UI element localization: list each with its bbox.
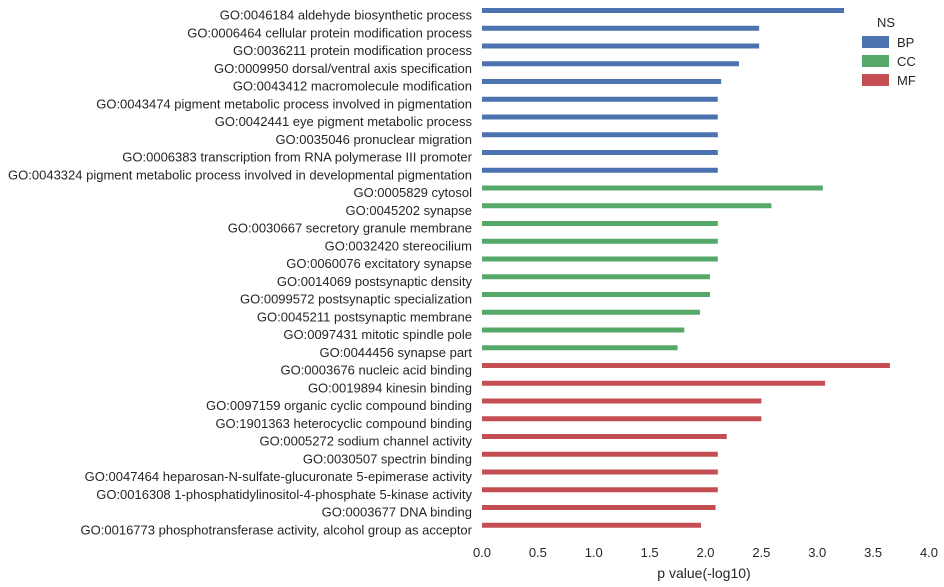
x-tick-label: 4.0 [920, 545, 938, 560]
legend-label-cc: CC [897, 54, 916, 69]
category-label: GO:0047464 heparosan-N-sulfate-glucurona… [85, 469, 473, 484]
category-label: GO:0014069 postsynaptic density [277, 274, 473, 289]
category-label: GO:0097431 mitotic spindle pole [283, 327, 472, 342]
category-label: GO:0003677 DNA binding [322, 505, 472, 520]
bar-mf [482, 398, 762, 404]
bar-mf [482, 505, 716, 510]
bar-cc [482, 185, 823, 191]
category-label: GO:0005829 cytosol [353, 185, 472, 200]
category-label: GO:0044456 synapse part [320, 345, 473, 360]
bar-cc [482, 238, 718, 244]
bar-cc [482, 309, 700, 315]
legend-label-bp: BP [897, 35, 914, 50]
bar-mf [482, 434, 727, 439]
category-label: GO:0005272 sodium channel activity [260, 434, 473, 449]
bar-mf [482, 451, 718, 457]
bar-mf [482, 416, 762, 422]
bar-bp [482, 8, 845, 13]
bar-mf [482, 522, 702, 528]
bar-bp [482, 43, 760, 49]
bar-cc [482, 327, 685, 333]
x-tick-label: 1.5 [641, 545, 659, 560]
category-labels-group: GO:0046184 aldehyde biosynthetic process… [8, 8, 473, 538]
x-tick-labels-group: 0.0 0.5 1.0 1.5 2.0 2.5 3.0 3.5 4.0 [473, 545, 938, 560]
legend-swatch-mf [862, 74, 889, 86]
legend: NS BP CC MF [862, 15, 916, 88]
category-label: GO:1901363 heterocyclic compound binding [215, 416, 472, 431]
category-label: GO:0042441 eye pigment metabolic process [215, 114, 473, 129]
category-label: GO:0097159 organic cyclic compound bindi… [206, 398, 472, 413]
x-tick-label: 0.0 [473, 545, 491, 560]
category-label: GO:0043474 pigment metabolic process inv… [96, 96, 472, 111]
bars-group [482, 8, 890, 528]
category-label: GO:0035046 pronuclear migration [275, 132, 472, 147]
category-label: GO:0006464 cellular protein modification… [187, 25, 472, 40]
legend-title: NS [877, 15, 895, 30]
x-tick-label: 3.0 [808, 545, 826, 560]
bar-cc [482, 345, 678, 351]
x-axis-title: p value(-log10) [657, 565, 750, 581]
category-label: GO:0043324 pigment metabolic process inv… [8, 167, 472, 182]
category-label: GO:0043412 macromolecule modification [233, 79, 472, 94]
bar-bp [482, 96, 718, 102]
bar-bp [482, 61, 740, 67]
x-tick-label: 1.0 [585, 545, 603, 560]
category-label: GO:0032420 stereocilium [325, 238, 472, 253]
bar-bp [482, 25, 760, 31]
x-tick-label: 2.5 [752, 545, 770, 560]
category-label: GO:0030667 secretory granule membrane [228, 221, 472, 236]
bar-cc [482, 203, 772, 209]
category-label: GO:0060076 excitatory synapse [286, 256, 472, 271]
bar-bp [482, 167, 718, 173]
x-tick-label: 2.0 [696, 545, 714, 560]
bar-bp [482, 114, 718, 120]
legend-swatch-cc [862, 55, 889, 67]
category-label: GO:0009950 dorsal/ventral axis specifica… [214, 61, 472, 76]
category-label: GO:0046184 aldehyde biosynthetic process [220, 8, 473, 23]
bar-cc [482, 274, 710, 280]
category-label: GO:0016308 1-phosphatidylinositol-4-phos… [96, 487, 472, 502]
bar-bp [482, 150, 718, 155]
category-label: GO:0036211 protein modification process [233, 43, 472, 58]
bar-cc [482, 256, 718, 262]
category-label: GO:0003676 nucleic acid binding [280, 363, 472, 378]
legend-swatch-bp [862, 36, 889, 48]
bar-mf [482, 380, 826, 386]
bar-cc [482, 221, 718, 226]
category-label: GO:0099572 postsynaptic specialization [240, 292, 472, 307]
category-label: GO:0006383 transcription from RNA polyme… [122, 150, 472, 165]
category-label: GO:0030507 spectrin binding [303, 451, 472, 466]
category-label: GO:0045202 synapse [346, 203, 472, 218]
category-label: GO:0045211 postsynaptic membrane [257, 309, 472, 324]
x-tick-label: 0.5 [529, 545, 547, 560]
category-label: GO:0019894 kinesin binding [308, 380, 472, 395]
bar-bp [482, 79, 722, 84]
legend-label-mf: MF [897, 73, 916, 88]
bar-mf [482, 487, 718, 493]
bar-bp [482, 132, 718, 138]
bar-cc [482, 292, 710, 297]
bar-mf [482, 469, 718, 475]
x-tick-label: 3.5 [864, 545, 882, 560]
bar-mf [482, 363, 890, 368]
category-label: GO:0016773 phosphotransferase activity, … [81, 522, 473, 537]
